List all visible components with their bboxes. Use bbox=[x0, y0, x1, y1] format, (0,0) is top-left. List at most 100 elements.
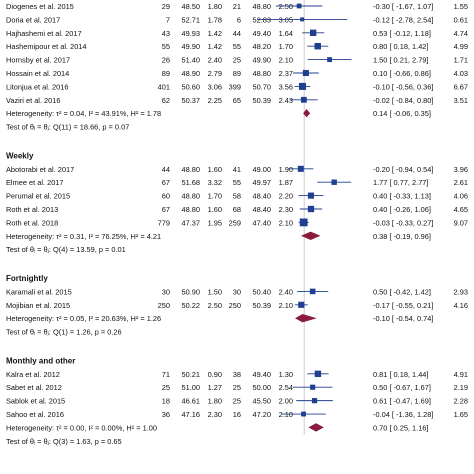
study-label: Vaziri et al. 2016 bbox=[6, 96, 61, 105]
homogeneity-test-text: Test of θᵢ = θⱼ: Q(1) = 1.26, p = 0.26 bbox=[6, 328, 122, 337]
effect-size-ci: 1.77 [ 0.77, 2.77] bbox=[373, 178, 428, 187]
study-weight: 0.61 bbox=[454, 15, 468, 24]
control-n: 25 bbox=[233, 383, 241, 392]
study-marker bbox=[298, 82, 307, 90]
control-sd: 1.30 bbox=[279, 370, 293, 379]
study-marker bbox=[298, 301, 305, 308]
treatment-sd: 1.60 bbox=[208, 205, 222, 214]
pooled-diamond bbox=[300, 231, 321, 241]
study-marker bbox=[301, 411, 306, 417]
treatment-mean: 51.68 bbox=[182, 178, 201, 187]
pooled-effect-ci: -0.10 [ -0.54, 0.74] bbox=[373, 314, 433, 323]
control-n: 41 bbox=[233, 165, 241, 174]
study-weight: 2.93 bbox=[454, 287, 468, 296]
study-label: Hashemipour et al. 2014 bbox=[6, 42, 87, 51]
treatment-mean: 49.90 bbox=[182, 42, 201, 51]
study-label: Perumal et al. 2015 bbox=[6, 192, 70, 201]
treatment-mean: 51.40 bbox=[182, 56, 201, 65]
treatment-n: 43 bbox=[162, 29, 170, 38]
control-n: 58 bbox=[233, 192, 241, 201]
group-heading: Monthly and other bbox=[6, 356, 75, 365]
study-marker bbox=[297, 165, 304, 172]
treatment-n: 36 bbox=[162, 410, 170, 419]
treatment-mean: 46.61 bbox=[182, 397, 201, 406]
treatment-n: 25 bbox=[162, 383, 170, 392]
effect-size-ci: 0.40 [ -0.26, 1.06] bbox=[373, 205, 431, 214]
pooled-diamond bbox=[303, 109, 311, 118]
group-heading: Weekly bbox=[6, 151, 34, 160]
study-marker bbox=[307, 205, 315, 213]
control-mean: 50.70 bbox=[253, 82, 272, 91]
control-n: 21 bbox=[233, 2, 241, 11]
heterogeneity-text: Heterogeneity: τ² = 0.04, I² = 43.91%, H… bbox=[6, 109, 161, 118]
study-label: Elmee et al. 2017 bbox=[6, 178, 64, 187]
heterogeneity-text: Heterogeneity: τ² = 0.31, I² = 76.25%, H… bbox=[6, 232, 161, 241]
effect-size-ci: -0.04 [ -1.36, 1.28] bbox=[373, 410, 433, 419]
study-weight: 6.67 bbox=[454, 82, 468, 91]
control-mean: 50.39 bbox=[253, 301, 272, 310]
study-marker bbox=[296, 3, 302, 9]
control-sd: 1.64 bbox=[279, 29, 293, 38]
study-weight: 9.07 bbox=[454, 218, 468, 227]
study-label: Kalra et al. 2012 bbox=[6, 370, 60, 379]
treatment-sd: 1.42 bbox=[208, 29, 222, 38]
control-mean: 47.40 bbox=[253, 218, 272, 227]
control-sd: 2.40 bbox=[279, 287, 293, 296]
study-marker bbox=[302, 69, 309, 77]
treatment-mean: 50.60 bbox=[182, 82, 201, 91]
study-weight: 3.51 bbox=[454, 96, 468, 105]
control-mean: 48.40 bbox=[253, 192, 272, 201]
study-marker bbox=[307, 192, 315, 199]
control-sd: 2.30 bbox=[279, 205, 293, 214]
pooled-effect-ci: 0.14 [ -0.06, 0.35] bbox=[373, 109, 431, 118]
control-mean: 48.40 bbox=[253, 205, 272, 214]
treatment-n: 30 bbox=[162, 287, 170, 296]
study-weight: 4.65 bbox=[454, 205, 468, 214]
treatment-mean: 48.80 bbox=[182, 165, 201, 174]
treatment-n: 26 bbox=[162, 56, 170, 65]
control-sd: 2.37 bbox=[279, 69, 293, 78]
treatment-sd: 2.79 bbox=[208, 69, 222, 78]
control-n: 30 bbox=[233, 287, 241, 296]
effect-size-ci: -0.30 [ -1.67, 1.07] bbox=[373, 2, 433, 11]
control-n: 55 bbox=[233, 42, 241, 51]
treatment-sd: 2.30 bbox=[208, 410, 222, 419]
effect-size-ci: -0.03 [ -0.33, 0.27] bbox=[373, 218, 433, 227]
control-sd: 2.10 bbox=[279, 410, 293, 419]
control-n: 65 bbox=[233, 96, 241, 105]
heterogeneity-text: Heterogeneity: τ² = 0.05, I² = 20.63%, H… bbox=[6, 314, 161, 323]
treatment-sd: 1.78 bbox=[208, 15, 222, 24]
control-mean: 50.40 bbox=[253, 287, 272, 296]
treatment-n: 44 bbox=[162, 165, 170, 174]
effect-size-ci: -0.17 [ -0.55, 0.21] bbox=[373, 301, 433, 310]
control-sd: 3.05 bbox=[279, 15, 293, 24]
study-label: Diogenes et al. 2015 bbox=[6, 2, 74, 11]
study-marker bbox=[299, 218, 308, 227]
treatment-n: 67 bbox=[162, 205, 170, 214]
effect-size-ci: 0.53 [ -0.12, 1.18] bbox=[373, 29, 431, 38]
treatment-n: 250 bbox=[158, 301, 170, 310]
study-label: Hornsby et al. 2017 bbox=[6, 56, 70, 65]
study-marker bbox=[309, 288, 316, 295]
treatment-sd: 1.95 bbox=[208, 218, 222, 227]
study-label: Sahoo et al. 2016 bbox=[6, 410, 64, 419]
effect-size-ci: -0.20 [ -0.94, 0.54] bbox=[373, 165, 433, 174]
treatment-n: 18 bbox=[162, 397, 170, 406]
study-weight: 2.61 bbox=[454, 178, 468, 187]
study-label: Roth et al. 2013 bbox=[6, 205, 58, 214]
study-label: Hajhashemi et al. 2017 bbox=[6, 29, 82, 38]
control-mean: 48.20 bbox=[253, 42, 272, 51]
treatment-n: 401 bbox=[158, 82, 170, 91]
treatment-sd: 1.70 bbox=[208, 192, 222, 201]
control-n: 44 bbox=[233, 29, 241, 38]
study-weight: 1.55 bbox=[454, 2, 468, 11]
study-weight: 4.91 bbox=[454, 370, 468, 379]
treatment-sd: 1.27 bbox=[208, 383, 222, 392]
study-weight: 2.28 bbox=[454, 397, 468, 406]
study-marker bbox=[310, 384, 316, 390]
pooled-diamond bbox=[295, 314, 317, 323]
study-marker bbox=[314, 370, 322, 378]
treatment-mean: 48.90 bbox=[182, 69, 201, 78]
effect-size-ci: -0.10 [ -0.56, 0.36] bbox=[373, 82, 433, 91]
